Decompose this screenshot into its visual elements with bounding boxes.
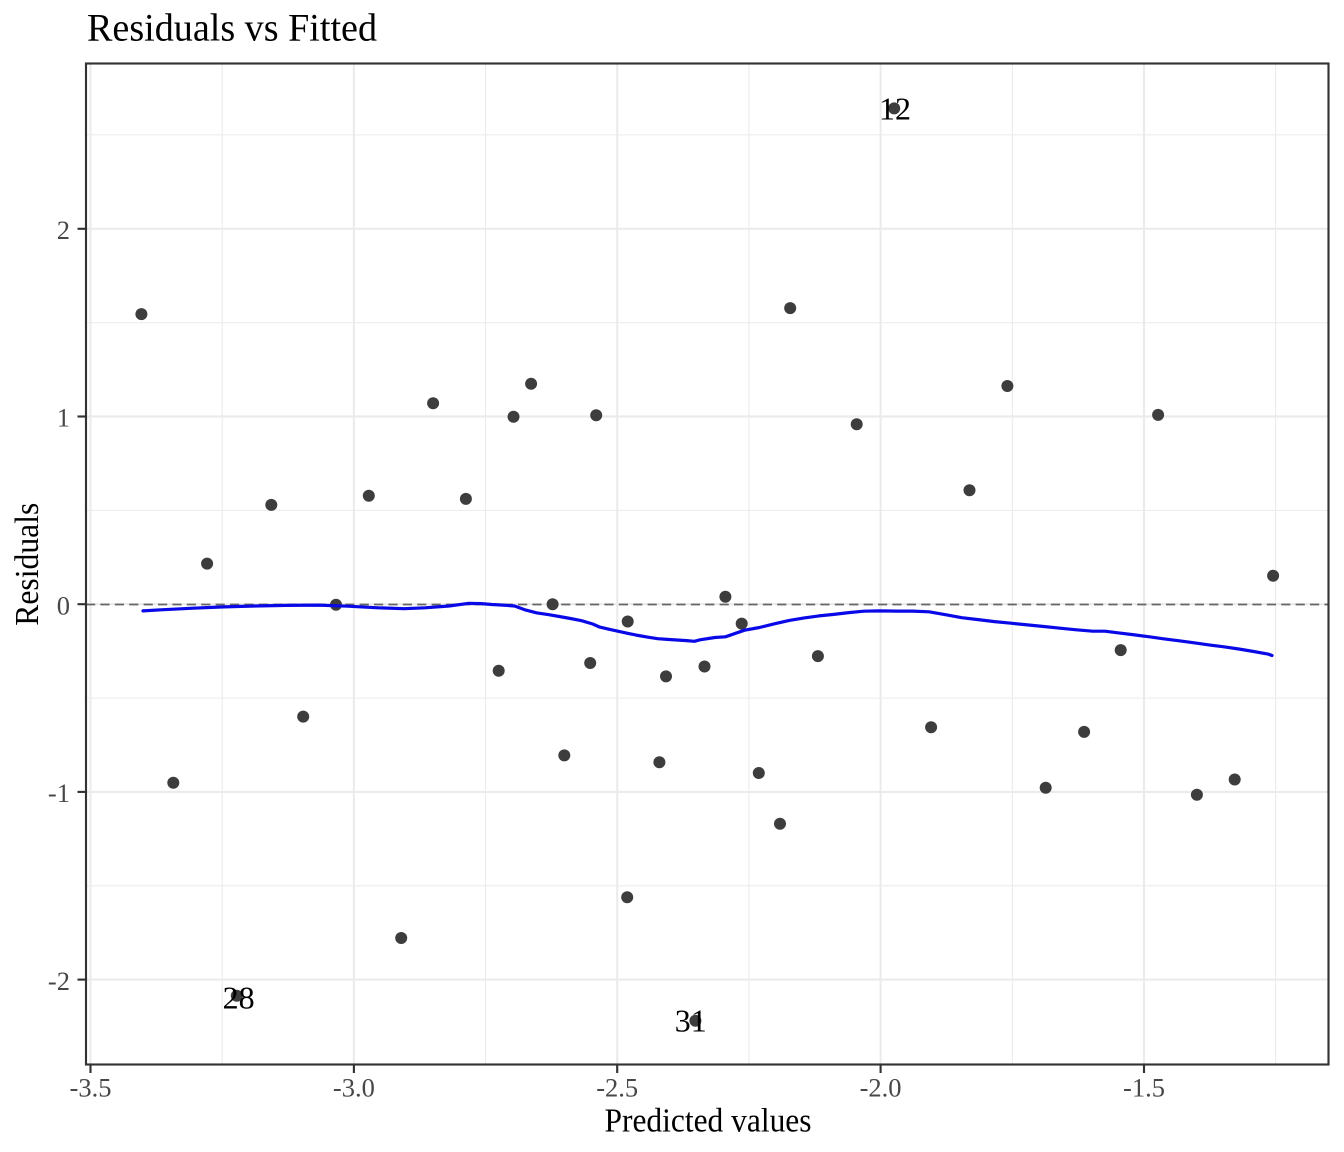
svg-text:-2.5: -2.5 [596,1073,638,1103]
svg-text:-1.5: -1.5 [1123,1073,1165,1103]
svg-text:-1: -1 [48,778,70,808]
svg-text:Predicted values: Predicted values [605,1102,812,1139]
svg-text:Residuals: Residuals [9,503,46,626]
svg-text:1: 1 [57,403,70,433]
svg-text:-2.0: -2.0 [860,1073,902,1103]
svg-text:0: 0 [57,590,70,620]
svg-text:-2: -2 [48,966,70,996]
svg-text:Residuals vs Fitted: Residuals vs Fitted [87,6,377,49]
svg-text:-3.0: -3.0 [333,1073,375,1103]
svg-text:12: 12 [879,91,911,127]
svg-text:-3.5: -3.5 [70,1073,112,1103]
svg-text:31: 31 [675,1003,707,1039]
svg-text:28: 28 [223,979,255,1015]
svg-text:2: 2 [57,215,70,245]
